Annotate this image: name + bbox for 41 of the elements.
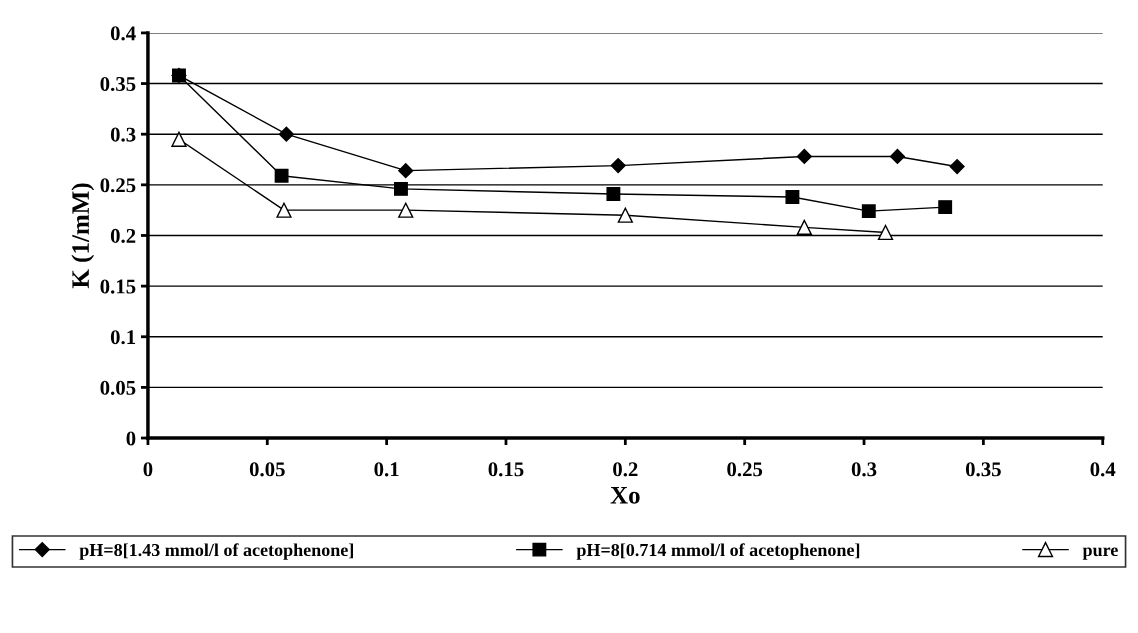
x-axis-title: Xo [610,487,640,504]
x-tick-label: 0.15 [488,462,524,477]
point [877,224,894,241]
point [938,200,953,215]
x-tick-label: 0.25 [727,462,763,477]
y-tick-label: 0.15 [100,279,136,294]
x-tick-label: 0.05 [249,462,285,477]
y-tick-label: 0.35 [100,76,136,92]
point [796,148,812,165]
point [276,202,292,218]
x-tick-label: 0.2 [613,462,638,477]
point [278,126,294,142]
y-tick-label: 0 [126,431,136,446]
x-tick-label: 0.35 [965,462,1001,477]
point [796,219,812,236]
point [889,148,906,165]
y-axis-title: K (1/mM) [71,183,95,289]
legend-label: pH=8[1.43 mmol/l of acetophenone] [79,543,353,560]
point [394,181,408,196]
point [610,158,626,174]
y-tick-label: 0.2 [110,228,136,243]
point [785,190,800,204]
point [949,159,965,175]
point [617,207,633,223]
legend-label: pure [1082,547,1118,560]
legend-label: pH=8[0.714 mmol/l of acetophenone] [576,543,860,560]
point [398,202,414,218]
point [398,163,414,179]
y-tick-label: 0.3 [110,127,136,142]
point [274,168,289,183]
y-tick-label: 0.1 [110,330,136,345]
y-tick-label: 0.4 [110,26,136,41]
x-tick-label: 0.3 [851,462,877,477]
point [171,131,187,147]
x-tick-label: 0.4 [1090,462,1116,477]
y-tick-label: 0.25 [100,178,136,193]
x-tick-label: 0 [143,462,153,477]
y-tick-label: 0.05 [100,380,136,395]
x-tick-label: 0.1 [374,462,399,477]
point [861,204,876,219]
point [606,187,621,201]
